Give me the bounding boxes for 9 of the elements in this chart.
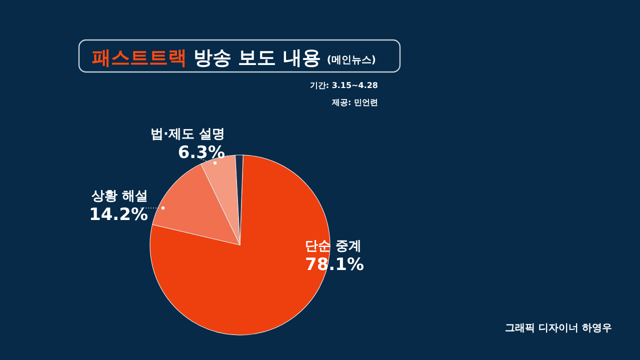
- text: 그래픽 디자이너 하영우: [505, 323, 612, 334]
- chart-title: 패스트트랙 방송 보도 내용: [92, 47, 321, 69]
- data-label: 6.3%: [178, 143, 225, 163]
- text: 기간: 3.15~4.28: [310, 81, 378, 90]
- slice-label: 상황 해설: [91, 189, 148, 204]
- text: 제공: 민언련: [331, 98, 378, 107]
- chart-subtitle: (메인뉴스): [326, 55, 376, 66]
- data-label: 14.2%: [89, 205, 148, 225]
- slice-label: 법·제도 설명: [150, 127, 225, 142]
